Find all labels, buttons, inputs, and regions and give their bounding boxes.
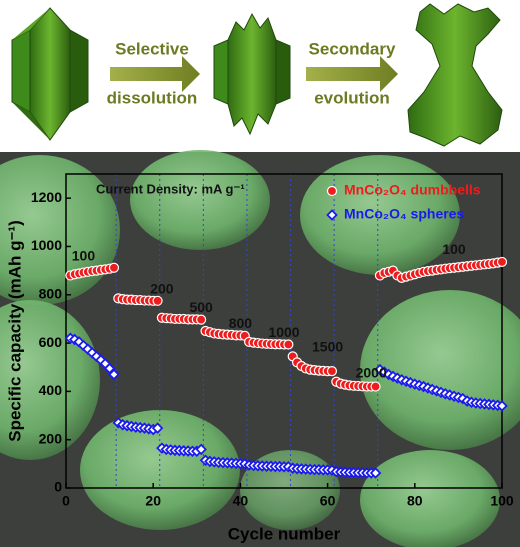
y-tick-label: 400 (39, 382, 63, 398)
crystal-face (275, 39, 291, 105)
schematic: Selective dissolution Secondary evolutio… (11, 3, 503, 147)
x-tick-label: 0 (62, 493, 70, 509)
current-density-label: Current Density: mA g⁻¹ (96, 181, 245, 196)
arrow (306, 56, 398, 92)
x-tick-label: 40 (233, 493, 249, 509)
step-label: Secondary (309, 39, 396, 58)
rate-label: 1500 (312, 339, 343, 355)
y-tick-label: 1200 (31, 189, 62, 205)
data-point (496, 400, 508, 412)
y-tick-label: 800 (39, 285, 63, 301)
data-point (283, 339, 294, 350)
rate-label: 1000 (268, 324, 299, 340)
crystal-face (12, 102, 50, 140)
x-tick-label: 60 (320, 493, 336, 509)
y-tick-label: 0 (54, 479, 62, 495)
y-axis-label: Specific capacity (mAh g⁻¹) (5, 220, 24, 442)
data-point (369, 467, 382, 479)
data-point (196, 314, 207, 325)
x-tick-label: 20 (145, 493, 161, 509)
data-point (108, 262, 120, 273)
rate-label: 800 (229, 315, 253, 331)
data-point (326, 209, 338, 221)
crystal-etched (227, 12, 277, 136)
crystal-face (213, 39, 229, 105)
step-label: dissolution (107, 88, 198, 107)
legend-label: MnCo₂O₄ dumbbells (344, 182, 481, 198)
y-tick-label: 200 (39, 430, 63, 446)
data-point (370, 381, 381, 392)
plot-frame (65, 173, 503, 489)
x-tick-label: 100 (490, 493, 514, 509)
rate-label: 200 (150, 281, 174, 297)
dumbbell (407, 3, 503, 147)
x-axis-label: Cycle number (228, 524, 341, 543)
crystal (29, 7, 71, 141)
data-point (108, 368, 120, 381)
data-point (103, 362, 116, 375)
step-label: Selective (115, 39, 189, 58)
data-point (151, 422, 164, 434)
legend-label: MnCo₂O₄ spheres (344, 206, 464, 222)
rate-label: 2000 (356, 364, 387, 380)
rate-label: 100 (442, 241, 466, 257)
x-tick-label: 80 (407, 493, 423, 509)
rate-label: 500 (189, 299, 213, 315)
arrow (110, 56, 200, 92)
data-point (326, 185, 338, 197)
data-point (326, 365, 338, 377)
crystal-face (11, 29, 31, 113)
step-label: evolution (314, 88, 390, 107)
micrograph-background (0, 150, 520, 547)
rate-label: 100 (72, 248, 96, 264)
crystal-face (12, 8, 50, 40)
crystal-face (69, 29, 89, 113)
y-tick-label: 600 (39, 334, 63, 350)
data-point (496, 256, 508, 268)
data-point (152, 295, 163, 306)
y-tick-label: 1000 (31, 237, 62, 253)
plot: 0 200 400 600 800 1000 1200 0 20 40 60 80 100 Cycle n… (5, 173, 514, 543)
data-point (195, 443, 207, 456)
